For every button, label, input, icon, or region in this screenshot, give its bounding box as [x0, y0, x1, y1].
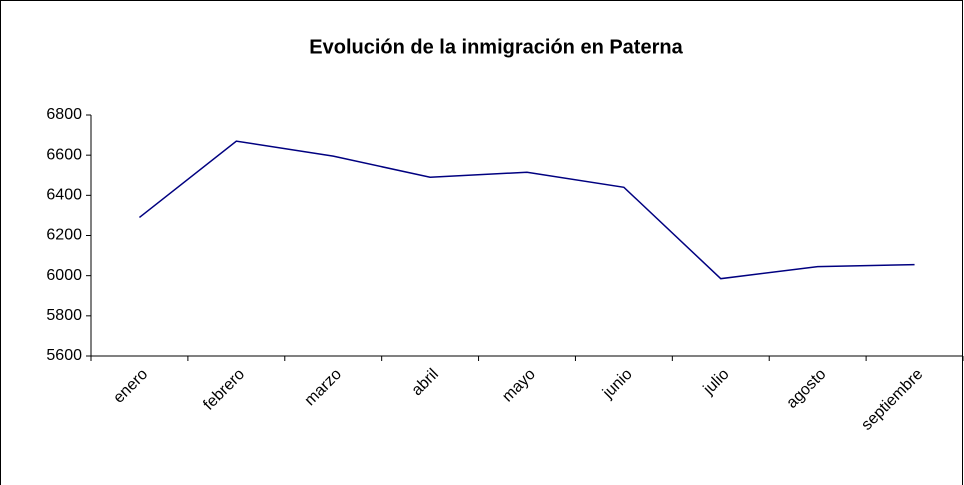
data-line [138, 140, 915, 280]
chart-title: Evolución de la inmigración en Paterna [309, 36, 683, 58]
y-tick-label: 6400 [46, 187, 82, 204]
y-tick-label: 5600 [46, 347, 82, 364]
y-tick-label: 6600 [46, 146, 82, 163]
y-tick-label: 5800 [46, 307, 82, 324]
y-tick-label: 6800 [46, 106, 82, 123]
y-tick-label: 6000 [46, 267, 82, 284]
y-tick-label: 6200 [46, 227, 82, 244]
